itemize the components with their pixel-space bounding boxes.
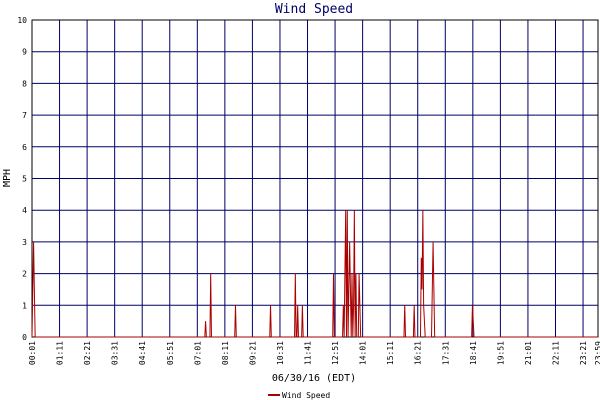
x-tick-label: 18:41 [469,341,478,365]
legend-label: Wind Speed [282,391,330,400]
x-tick-label: 02:21 [83,341,92,365]
x-tick-label: 21:01 [524,341,533,365]
y-tick-label: 3 [22,238,27,247]
y-tick-label: 9 [22,48,27,57]
series-layer [31,210,598,338]
x-tick-label: 00:01 [28,341,37,365]
x-tick-label: 11:41 [304,341,313,365]
x-tick-label: 01:11 [56,341,65,365]
y-tick-label: 0 [22,333,27,342]
chart-title: Wind Speed [275,2,353,17]
plot-grid [32,20,598,337]
x-tick-label: 23:59 [594,341,600,365]
y-tick-label: 6 [22,143,27,152]
y-tick-label: 5 [22,175,27,184]
x-tick-label: 03:31 [111,341,120,365]
y-tick-label: 1 [22,301,27,310]
x-tick-label: 09:21 [248,341,257,365]
x-tick-label: 12:51 [331,341,340,365]
y-tick-label: 7 [22,111,27,120]
x-tick-label: 10:31 [276,341,285,365]
x-tick-label: 23:21 [579,341,588,365]
y-tick-label: 4 [22,206,27,215]
x-tick-label: 15:11 [386,341,395,365]
x-tick-label: 17:31 [441,341,450,365]
x-tick-label: 16:21 [414,341,423,365]
x-tick-label: 04:41 [138,341,147,365]
x-tick-label: 22:11 [551,341,560,365]
y-tick-labels: 0 1 2 3 4 5 6 7 8 9 10 [17,16,27,342]
x-tick-label: 19:51 [496,341,505,365]
x-tick-labels: 00:01 01:11 02:21 03:31 04:41 05:51 07:01 08:11… [28,341,600,365]
y-tick-label: 8 [22,79,27,88]
x-tick-label: 08:11 [221,341,230,365]
x-tick-label: 05:51 [166,341,175,365]
x-axis-label: 06/30/16 (EDT) [272,373,356,384]
x-tick-label: 14:01 [359,341,368,365]
x-tick-label: 07:01 [193,341,202,365]
series-line-wind-speed [31,210,598,338]
y-tick-label: 10 [17,16,27,25]
y-axis-label: MPH [2,169,13,187]
y-tick-label: 2 [22,270,27,279]
legend: Wind Speed [268,391,330,400]
